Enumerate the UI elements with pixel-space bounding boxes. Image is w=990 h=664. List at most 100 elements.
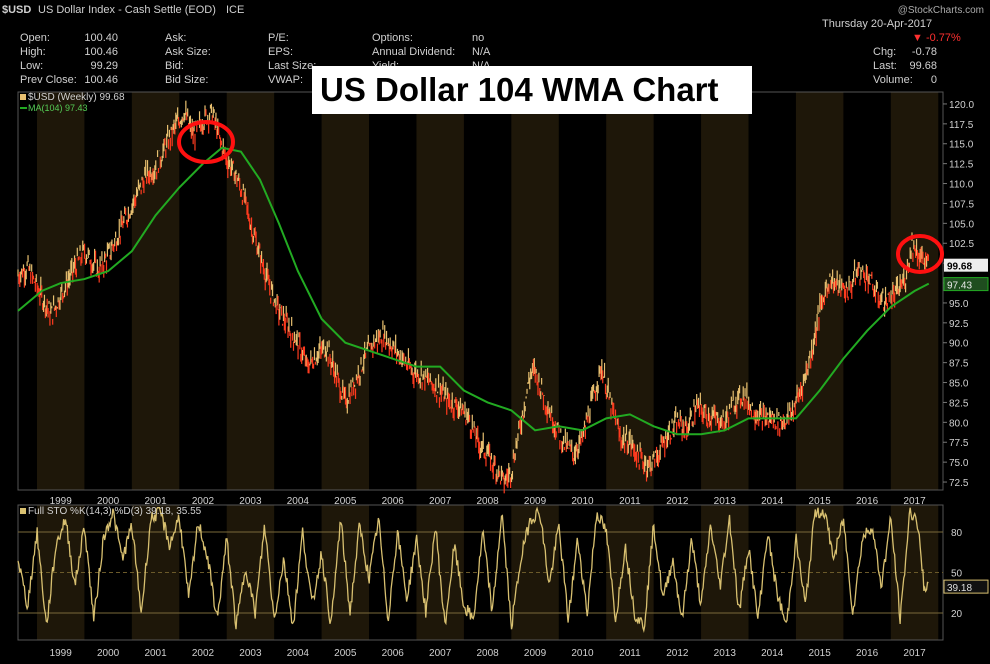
y-tick-label: 72.5 [949, 478, 969, 489]
x-tick-label: 2007 [429, 648, 452, 659]
quote-label: Bid: [165, 60, 184, 72]
year-band [131, 92, 180, 490]
x-tick-label: 2016 [856, 648, 879, 659]
y-tick-label: 80.0 [949, 418, 969, 429]
quote-label: Chg: [873, 46, 897, 58]
x-tick-label: 2008 [476, 496, 499, 507]
x-tick-label: 2014 [761, 496, 784, 507]
quote-label: Last Size: [268, 60, 317, 72]
down-arrow-icon: ▼ [912, 32, 926, 44]
sto-legend-swatch [20, 508, 26, 514]
y-tick-label: 102.5 [949, 239, 974, 250]
last-ma-tag [943, 277, 989, 292]
x-tick-label: 2015 [809, 496, 832, 507]
instrument-name: US Dollar Index - Cash Settle (EOD) [38, 4, 216, 16]
last-price-tag [944, 258, 988, 272]
stochastic-tick-label: 80 [951, 528, 963, 539]
quote-value: 100.40 [84, 32, 118, 44]
change-percent: ▼ -0.77% [912, 32, 961, 44]
last-sto-label: 39.18 [947, 583, 972, 594]
x-tick-label: 2009 [524, 496, 547, 507]
quote-date: Thursday 20-Apr-2017 [822, 18, 933, 30]
x-tick-label: 2017 [903, 648, 926, 659]
last-sto-tag [943, 579, 989, 594]
quote-label: VWAP: [268, 74, 304, 86]
x-tick-label: 1999 [50, 496, 73, 507]
quote-value: 0 [930, 74, 937, 86]
year-band [321, 92, 370, 490]
quote-label: Ask: [165, 32, 187, 44]
x-tick-label: 2006 [382, 496, 405, 507]
y-tick-label: 75.0 [949, 458, 969, 469]
x-tick-label: 2002 [192, 648, 215, 659]
y-tick-label: 107.5 [949, 199, 974, 210]
y-tick-label: 77.5 [949, 438, 969, 449]
quote-value: -0.78 [911, 46, 937, 58]
y-tick-label: 92.5 [949, 319, 969, 330]
stochastic-tick-label: 50 [951, 569, 963, 580]
x-tick-label: 2014 [761, 648, 784, 659]
exchange: ICE [226, 4, 245, 16]
symbol: $USD [2, 4, 32, 16]
y-tick-label: 112.5 [949, 160, 974, 171]
x-tick-label: 2008 [476, 648, 499, 659]
x-tick-label: 2002 [192, 496, 215, 507]
price-legend: $USD (Weekly) 99.68 [28, 92, 125, 103]
red-circle-icon [896, 234, 944, 274]
x-tick-label: 2000 [97, 496, 120, 507]
x-tick-label: 2000 [97, 648, 120, 659]
y-tick-label: 82.5 [949, 398, 969, 409]
x-tick-label: 2012 [666, 648, 689, 659]
x-tick-label: 2013 [714, 648, 737, 659]
stochastic-tick-label: 20 [951, 609, 963, 620]
y-tick-label: 85.0 [949, 379, 969, 390]
x-tick-label: 2017 [903, 496, 926, 507]
y-tick-label: 110.0 [949, 180, 974, 191]
quote-label: High: [20, 46, 46, 58]
year-band [795, 92, 844, 490]
x-tick-label: 2005 [334, 496, 357, 507]
quote-label: Options: [372, 32, 413, 44]
last-price-label: 99.68 [947, 262, 972, 273]
x-tick-label: 2012 [666, 496, 689, 507]
y-tick-label: 95.0 [949, 299, 969, 310]
x-tick-label: 2010 [571, 496, 594, 507]
year-band [606, 92, 654, 490]
y-tick-label: 115.0 [949, 140, 974, 151]
year-band [226, 92, 275, 490]
quote-label: P/E: [268, 32, 289, 44]
y-tick-label: 120.0 [949, 100, 974, 111]
y-tick-label: 117.5 [949, 120, 974, 131]
ma-legend: MA(104) 97.43 [28, 103, 88, 113]
x-tick-label: 2016 [856, 496, 879, 507]
last-ma-label: 97.43 [947, 281, 972, 292]
quote-value: no [472, 32, 485, 44]
x-tick-label: 1999 [50, 648, 73, 659]
red-circle-icon [177, 120, 235, 164]
x-tick-label: 2005 [334, 648, 357, 659]
quote-label: Last: [873, 60, 897, 72]
x-tick-label: 2013 [714, 496, 737, 507]
x-tick-label: 2011 [619, 496, 641, 507]
x-tick-label: 2001 [144, 496, 167, 507]
quote-label: Prev Close: [20, 74, 77, 86]
y-tick-label: 87.5 [949, 359, 969, 370]
quote-label: Open: [20, 32, 50, 44]
quote-value: N/A [472, 46, 491, 58]
x-tick-label: 2015 [809, 648, 832, 659]
quote-label: EPS: [268, 46, 294, 58]
x-tick-label: 2011 [619, 648, 641, 659]
x-tick-label: 2004 [287, 496, 310, 507]
quote-value: 100.46 [84, 46, 118, 58]
x-tick-label: 2001 [144, 648, 167, 659]
chart-banner: US Dollar 104 WMA Chart [312, 66, 752, 114]
x-tick-label: 2009 [524, 648, 547, 659]
quote-label: Ask Size: [165, 46, 211, 58]
x-tick-label: 2004 [287, 648, 310, 659]
quote-value: 99.29 [90, 60, 118, 72]
x-tick-label: 2007 [429, 496, 452, 507]
x-tick-label: 2006 [382, 648, 405, 659]
quote-label: Low: [20, 60, 44, 72]
quote-value: 99.68 [909, 60, 937, 72]
